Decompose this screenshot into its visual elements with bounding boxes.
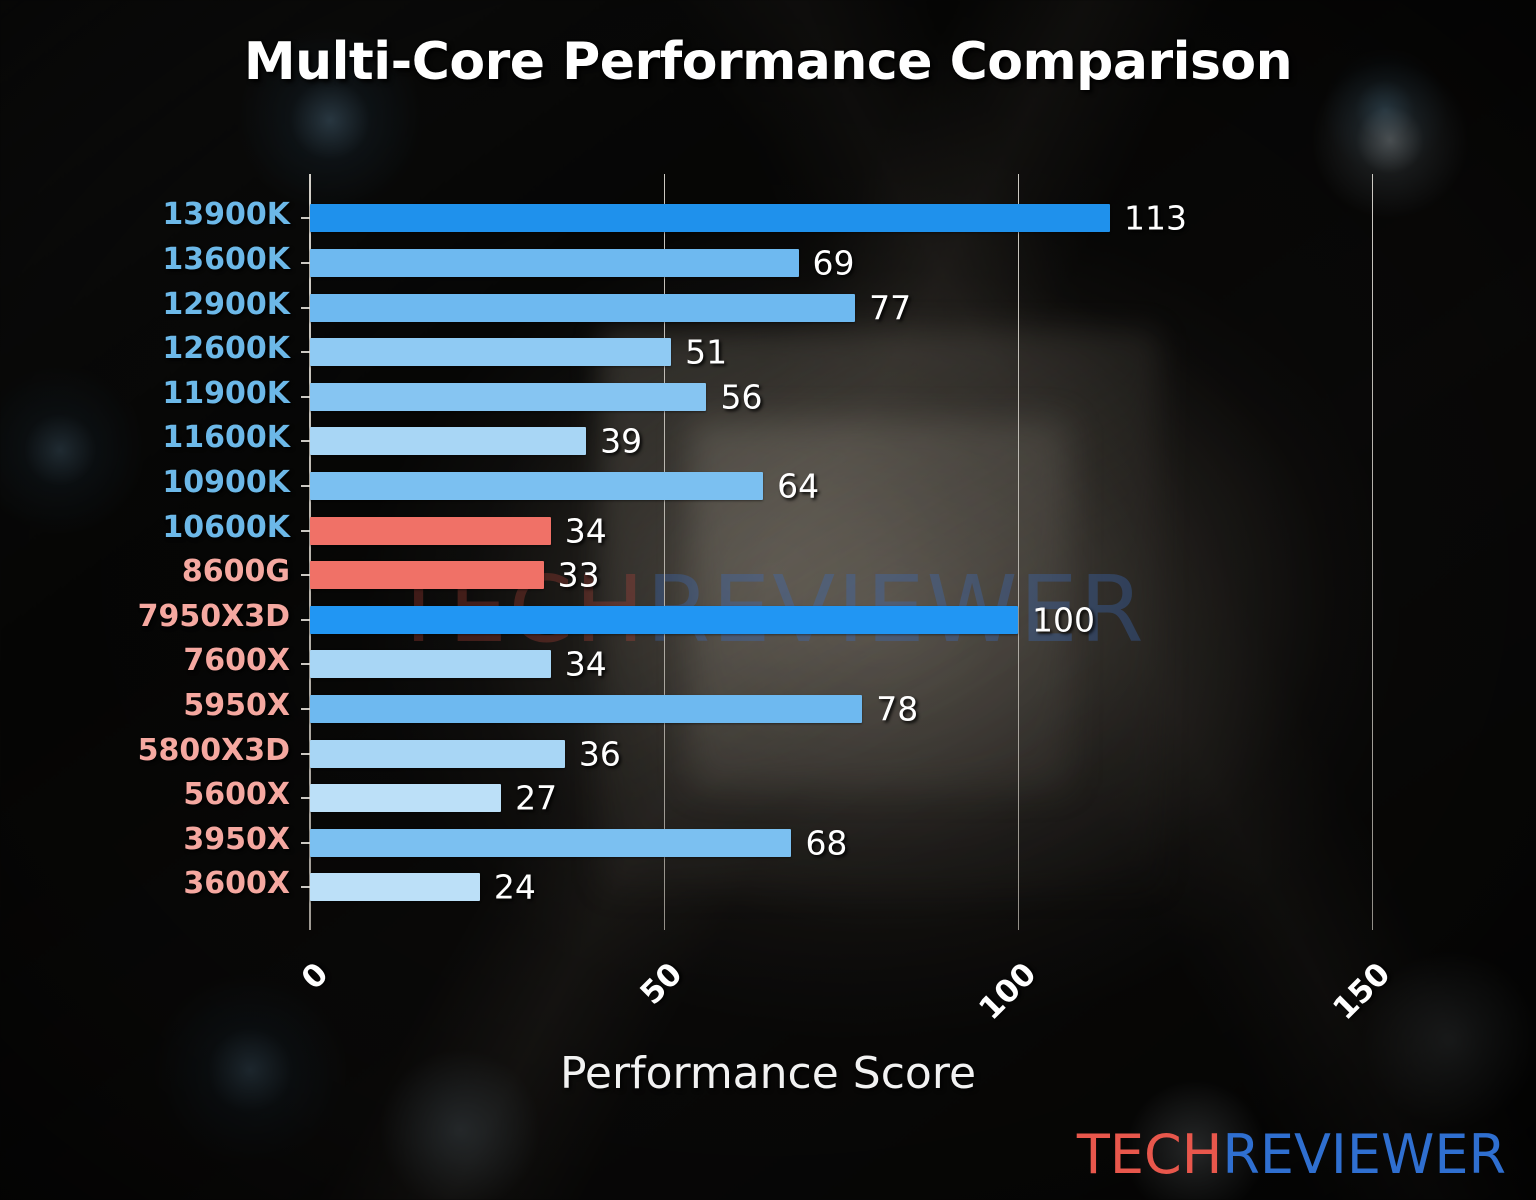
bar-value-label: 34: [564, 644, 607, 684]
techreviewer-logo: TECHREVIEWER: [1077, 1123, 1506, 1186]
bar-row: 33: [310, 556, 1440, 595]
y-label-10600k: 10600K: [162, 509, 290, 545]
bar-row: 24: [310, 868, 1440, 907]
bar-row: 69: [310, 243, 1440, 282]
gridline-100: [1018, 174, 1019, 930]
chart-title: Multi-Core Performance Comparison: [243, 32, 1293, 92]
y-label-5950x: 5950X: [183, 687, 290, 723]
bar-row: 113: [310, 199, 1440, 238]
bar-row: 51: [310, 333, 1440, 372]
y-label-12600k: 12600K: [162, 331, 290, 367]
y-tick-mark: [301, 351, 310, 354]
y-label-7950x3d: 7950X3D: [137, 598, 290, 634]
y-label-7600x: 7600X: [183, 643, 290, 679]
bar-10900k[interactable]: [310, 471, 764, 500]
y-tick-mark: [301, 663, 310, 666]
y-label-5800x3d: 5800X3D: [137, 732, 290, 768]
bar-row: 36: [310, 734, 1440, 773]
logo-reviewer: REVIEWER: [1222, 1123, 1506, 1186]
y-tick-mark: [301, 395, 310, 398]
bar-row: 64: [310, 466, 1440, 505]
y-tick-mark: [301, 618, 310, 621]
bar-value-label: 39: [600, 421, 643, 461]
bar-value-label: 100: [1032, 600, 1095, 640]
bar-13600k[interactable]: [310, 248, 799, 277]
bar-value-label: 34: [564, 511, 607, 550]
bar-7950x3d[interactable]: [310, 605, 1018, 634]
y-label-5600x: 5600X: [183, 777, 290, 813]
y-label-11900k: 11900K: [162, 375, 290, 411]
bar-row: 39: [310, 422, 1440, 461]
bar-value-label: 64: [777, 466, 820, 506]
bar-11900k[interactable]: [310, 382, 707, 411]
bar-8600g[interactable]: [310, 561, 544, 590]
bar-row: 78: [310, 689, 1440, 728]
gridline-150: [1372, 174, 1373, 930]
y-tick-mark: [301, 440, 310, 443]
bar-5600x[interactable]: [310, 784, 502, 813]
bar-value-label: 51: [685, 332, 728, 372]
bar-value-label: 56: [720, 377, 763, 417]
y-label-3600x: 3600X: [183, 866, 290, 902]
bar-row: 34: [310, 511, 1440, 550]
y-tick-mark: [301, 484, 310, 487]
bar-row: 34: [310, 645, 1440, 684]
bar-12900k[interactable]: [310, 293, 856, 322]
y-tick-mark: [301, 306, 310, 309]
bar-5950x[interactable]: [310, 694, 863, 723]
y-label-10900k: 10900K: [162, 464, 290, 500]
bar-value-label: 27: [515, 778, 558, 818]
y-tick-mark: [301, 574, 310, 577]
y-label-13600k: 13600K: [162, 241, 290, 277]
bar-value-label: 113: [1124, 198, 1188, 238]
y-tick-mark: [301, 886, 310, 889]
bar-11600k[interactable]: [310, 427, 587, 456]
bar-value-label: 69: [812, 243, 855, 283]
y-tick-mark: [301, 752, 310, 755]
bar-row: 68: [310, 823, 1440, 862]
y-tick-mark: [301, 217, 310, 220]
y-tick-mark: [301, 261, 310, 264]
y-label-8600g: 8600G: [181, 554, 290, 590]
y-axis-line: [309, 174, 311, 930]
y-label-12900k: 12900K: [162, 286, 290, 322]
bar-3950x[interactable]: [310, 828, 792, 857]
bar-value-label: 77: [869, 288, 912, 327]
gridline-50: [664, 174, 665, 930]
bar-7600x[interactable]: [310, 650, 551, 679]
bar-row: 100: [310, 600, 1440, 639]
y-label-11600k: 11600K: [162, 420, 290, 456]
y-tick-mark: [301, 841, 310, 844]
bar-value-label: 24: [493, 867, 536, 907]
y-tick-mark: [301, 797, 310, 800]
bar-value-label: 33: [557, 555, 600, 595]
bar-3600x[interactable]: [310, 873, 480, 902]
x-axis-title: Performance Score: [559, 1048, 977, 1099]
bar-value-label: 78: [876, 689, 919, 729]
bar-12600k[interactable]: [310, 338, 672, 367]
bar-row: 27: [310, 779, 1440, 818]
bar-value-label: 36: [578, 734, 621, 773]
bar-value-label: 68: [805, 823, 848, 863]
logo-tech: TECH: [1076, 1123, 1223, 1186]
bar-13900k[interactable]: [310, 204, 1111, 233]
bar-row: 77: [310, 288, 1440, 327]
bar-row: 56: [310, 377, 1440, 416]
y-label-13900k: 13900K: [162, 197, 290, 233]
bar-10600k[interactable]: [310, 516, 551, 545]
plot-area: 113 69 77 51 56 39 64 34 33 100 34 78 36 27 68 24: [301, 174, 1440, 930]
y-tick-mark: [301, 529, 310, 532]
y-tick-mark: [301, 707, 310, 710]
y-label-3950x: 3950X: [183, 821, 290, 857]
bar-5800x3d[interactable]: [310, 739, 565, 768]
